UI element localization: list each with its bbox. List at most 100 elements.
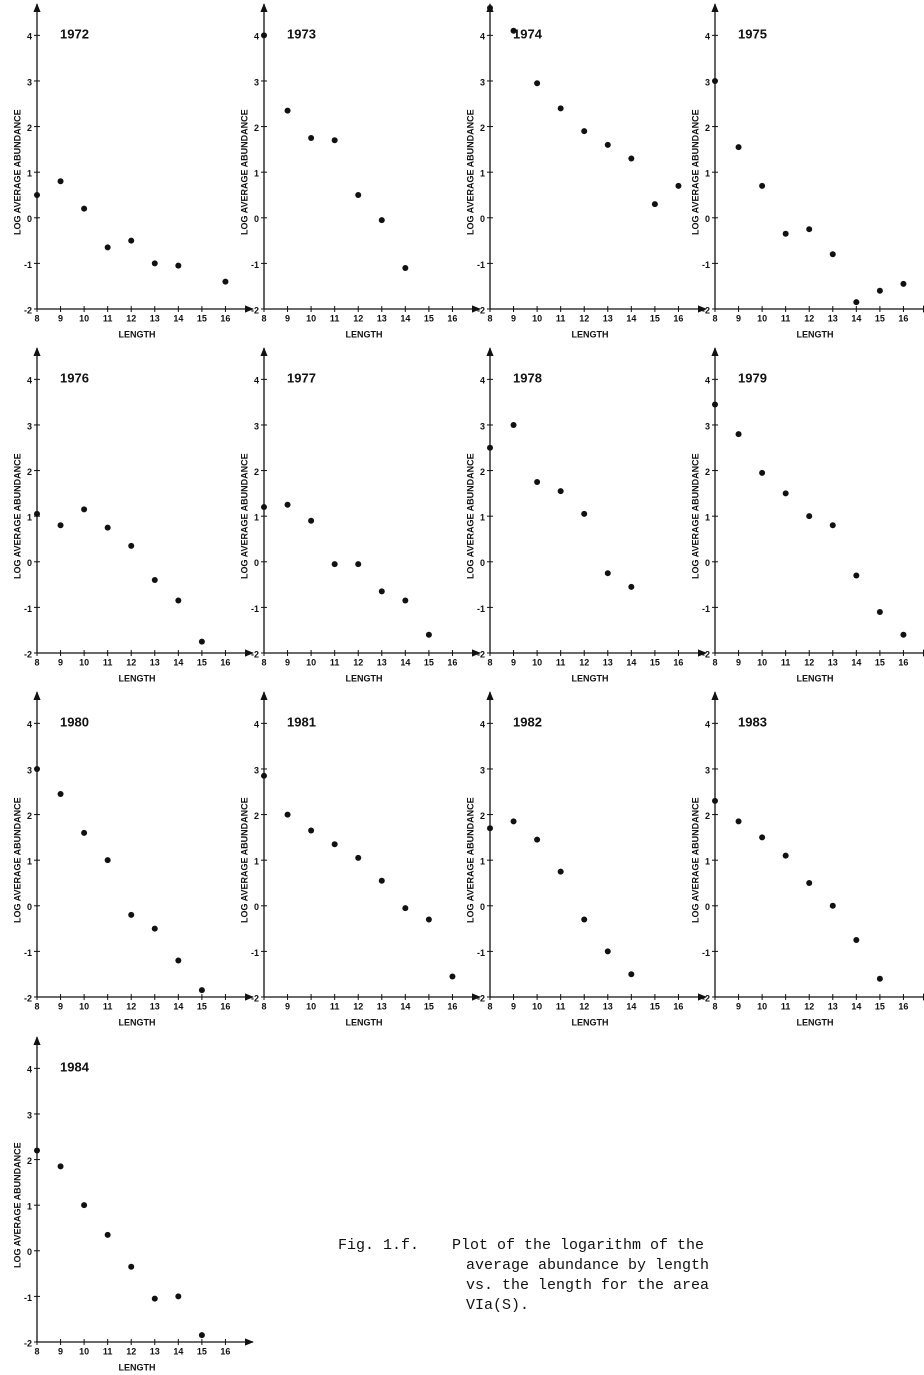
y-tick-label: -1 xyxy=(251,260,259,270)
x-axis-label: LENGTH xyxy=(797,1017,834,1027)
x-tick-label: 14 xyxy=(400,313,410,323)
x-tick-label: 13 xyxy=(377,1001,387,1011)
point xyxy=(175,957,182,964)
x-tick-label: 8 xyxy=(487,313,492,323)
y-tick-label: -2 xyxy=(702,305,710,315)
x-tick-label: 12 xyxy=(579,657,589,667)
point xyxy=(34,510,40,517)
point xyxy=(261,32,267,39)
x-axis-label: LENGTH xyxy=(119,1362,156,1372)
point xyxy=(449,973,456,980)
point xyxy=(628,971,635,978)
x-tick-label: 15 xyxy=(197,657,207,667)
x-tick-label: 8 xyxy=(34,657,39,667)
point xyxy=(175,1293,182,1300)
chart-title: 1978 xyxy=(513,370,542,385)
x-tick-label: 10 xyxy=(79,1346,89,1356)
y-tick-label: 3 xyxy=(254,421,259,431)
x-tick-label: 16 xyxy=(447,1001,457,1011)
x-tick-label: 12 xyxy=(126,313,136,323)
point xyxy=(510,818,517,825)
point xyxy=(104,244,111,251)
point xyxy=(806,226,813,233)
y-tick-label: 4 xyxy=(254,32,259,42)
y-tick-label: 0 xyxy=(27,214,32,224)
x-tick-label: 13 xyxy=(603,313,613,323)
y-axis-label: LOG AVERAGE ABUNDANCE xyxy=(465,797,475,923)
point xyxy=(198,1332,205,1339)
y-tick-label: -1 xyxy=(24,948,32,958)
point xyxy=(712,401,718,408)
y-axis-label: LOG AVERAGE ABUNDANCE xyxy=(12,109,22,235)
x-tick-label: 14 xyxy=(626,313,636,323)
y-tick-label: -2 xyxy=(24,649,32,659)
y-tick-label: 4 xyxy=(480,32,485,42)
x-axis-label: LENGTH xyxy=(346,673,383,683)
x-tick-label: 8 xyxy=(34,1346,39,1356)
x-tick-label: 12 xyxy=(353,313,363,323)
y-tick-label: 0 xyxy=(480,214,485,224)
y-tick-label: 3 xyxy=(27,77,32,87)
y-axis-label: LOG AVERAGE ABUNDANCE xyxy=(239,453,249,579)
x-axis-label: LENGTH xyxy=(572,673,609,683)
caption-line: vs. the length for the area xyxy=(466,1277,709,1294)
point xyxy=(151,1295,158,1302)
x-tick-label: 10 xyxy=(757,1001,767,1011)
y-tick-label: 0 xyxy=(705,902,710,912)
point xyxy=(378,217,385,224)
y-tick-label: -2 xyxy=(24,993,32,1003)
point xyxy=(604,141,611,148)
point xyxy=(128,911,135,918)
x-tick-label: 10 xyxy=(79,657,89,667)
x-tick-label: 13 xyxy=(377,657,387,667)
x-tick-label: 15 xyxy=(424,313,434,323)
y-tick-label: 4 xyxy=(705,376,710,386)
y-tick-label: 4 xyxy=(705,720,710,730)
point xyxy=(104,524,111,531)
x-tick-label: 14 xyxy=(626,1001,636,1011)
point xyxy=(34,765,40,772)
x-tick-label: 9 xyxy=(736,313,741,323)
y-tick-label: -1 xyxy=(702,260,710,270)
point xyxy=(534,80,541,87)
x-tick-label: 15 xyxy=(650,657,660,667)
x-tick-label: 10 xyxy=(532,1001,542,1011)
x-tick-label: 11 xyxy=(330,1001,340,1011)
y-tick-label: 0 xyxy=(705,214,710,224)
y-tick-label: 2 xyxy=(480,467,485,477)
x-tick-label: 15 xyxy=(650,313,660,323)
point xyxy=(900,280,907,287)
point xyxy=(261,772,267,779)
x-tick-label: 12 xyxy=(126,657,136,667)
x-tick-label: 11 xyxy=(781,657,791,667)
y-axis-label: LOG AVERAGE ABUNDANCE xyxy=(690,453,700,579)
x-tick-label: 14 xyxy=(400,657,410,667)
y-tick-label: -1 xyxy=(251,948,259,958)
x-tick-label: 9 xyxy=(58,313,63,323)
chart-title: 1975 xyxy=(738,26,767,41)
y-tick-label: -2 xyxy=(24,1338,32,1348)
x-tick-label: 14 xyxy=(173,1001,183,1011)
y-tick-label: 3 xyxy=(254,765,259,775)
x-tick-label: 12 xyxy=(804,1001,814,1011)
x-tick-label: 9 xyxy=(58,1346,63,1356)
y-tick-label: 0 xyxy=(705,558,710,568)
point xyxy=(557,105,564,112)
point xyxy=(759,182,766,189)
y-tick-label: 1 xyxy=(705,857,710,867)
point xyxy=(487,825,493,832)
y-axis-label: LOG AVERAGE ABUNDANCE xyxy=(12,1142,22,1268)
x-tick-label: 15 xyxy=(197,1346,207,1356)
y-tick-label: -1 xyxy=(702,948,710,958)
x-tick-label: 15 xyxy=(875,313,885,323)
x-axis-label: LENGTH xyxy=(797,673,834,683)
y-tick-label: 0 xyxy=(27,902,32,912)
x-tick-label: 9 xyxy=(736,1001,741,1011)
point xyxy=(261,504,267,511)
x-tick-label: 8 xyxy=(487,1001,492,1011)
point xyxy=(876,608,883,615)
point xyxy=(284,501,291,508)
